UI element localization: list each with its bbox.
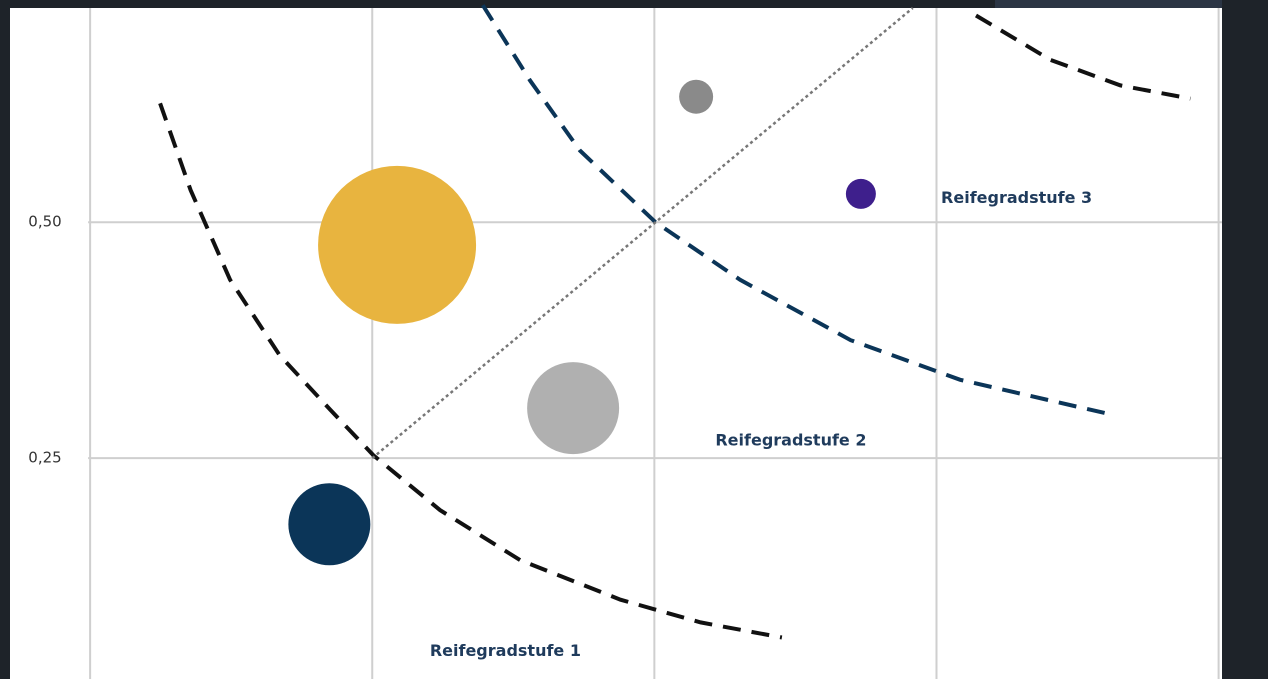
annotation: Reifegradstufe 1 [430, 641, 581, 660]
bubble [527, 362, 620, 455]
bubble [318, 165, 477, 324]
bubble [679, 79, 714, 114]
top-bar [995, 0, 1222, 8]
reference-curve [974, 13, 1191, 101]
reference-curve [481, 4, 1113, 417]
bubble [288, 483, 371, 566]
bubble [845, 178, 876, 209]
annotation: Reifegradstufe 3 [941, 188, 1092, 207]
annotation: Reifegradstufe 2 [715, 431, 866, 450]
reference-curve [158, 102, 783, 640]
plot-area [10, 8, 1222, 679]
y-tick-label: 0,25 [28, 449, 61, 467]
y-tick-label: 0,50 [28, 213, 61, 231]
